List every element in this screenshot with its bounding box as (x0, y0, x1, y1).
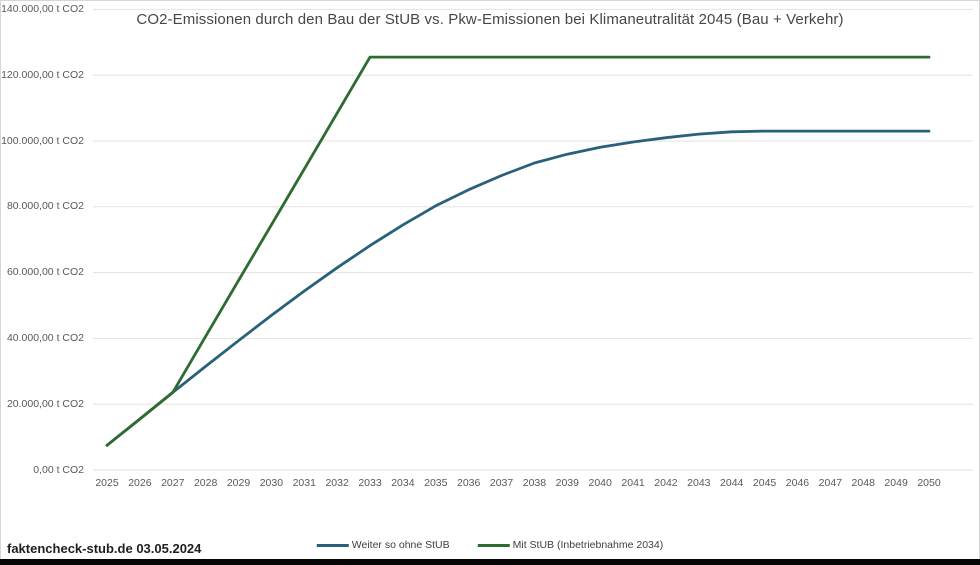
x-axis-tick-label: 2050 (917, 477, 941, 489)
x-axis-tick-label: 2026 (128, 477, 152, 489)
x-axis-tick-label: 2037 (489, 477, 514, 489)
x-axis-tick-label: 2035 (424, 477, 448, 489)
x-axis-tick-label: 2045 (752, 477, 777, 489)
x-axis-tick-label: 2031 (292, 477, 316, 489)
x-axis-tick-label: 2034 (391, 477, 415, 489)
legend-label-ohne-stub: Weiter so ohne StUB (351, 539, 450, 551)
legend-swatch-mit-stub (477, 543, 510, 547)
series-line-ohne-stub (105, 129, 931, 447)
x-axis-tick-label: 2047 (818, 477, 843, 489)
y-axis-tick-label: 0,00 t CO2 (33, 463, 84, 476)
bottom-bar (0, 559, 980, 565)
x-axis-tick-label: 2041 (621, 477, 645, 489)
source-footer: faktencheck-stub.de 03.05.2024 (7, 541, 202, 556)
x-axis-tick-label: 2042 (654, 477, 678, 489)
x-axis-tick-label: 2044 (720, 477, 744, 489)
legend-item-mit-stub: Mit StUB (Inbetriebnahme 2034) (477, 539, 664, 551)
x-axis-tick-label: 2043 (687, 477, 711, 489)
x-axis-tick-label: 2033 (358, 477, 382, 489)
x-axis-tick-label: 2025 (95, 477, 119, 489)
x-axis-tick-label: 2039 (555, 477, 579, 489)
x-axis-tick-label: 2046 (785, 477, 810, 489)
x-axis-tick-label: 2028 (193, 477, 218, 489)
series-line-mit-stub (105, 55, 931, 447)
y-axis-tick-label: 140.000,00 t CO2 (1, 2, 84, 15)
x-axis-tick-label: 2048 (851, 477, 875, 489)
legend: Weiter so ohne StUB Mit StUB (Inbetriebn… (316, 539, 664, 551)
x-axis-tick-label: 2040 (588, 477, 612, 489)
x-axis-tick-label: 2032 (325, 477, 349, 489)
legend-item-ohne-stub: Weiter so ohne StUB (316, 539, 450, 551)
x-axis-tick-label: 2049 (884, 477, 908, 489)
legend-swatch-ohne-stub (316, 543, 349, 547)
x-axis-tick-label: 2030 (259, 477, 284, 489)
chart-title: CO2-Emissionen durch den Bau der StUB vs… (136, 11, 844, 28)
legend-label-mit-stub: Mit StUB (Inbetriebnahme 2034) (512, 539, 664, 551)
y-axis-tick-label: 40.000,00 t CO2 (6, 331, 84, 344)
y-axis-tick-label: 20.000,00 t CO2 (6, 397, 84, 410)
y-axis-tick-label: 60.000,00 t CO2 (6, 266, 84, 279)
x-axis-tick-label: 2029 (226, 477, 251, 489)
y-axis-tick-label: 120.000,00 t CO2 (1, 68, 84, 81)
y-axis-tick-label: 100.000,00 t CO2 (1, 134, 84, 147)
x-axis-tick-label: 2038 (522, 477, 547, 489)
y-axis-tick-label: 80.000,00 t CO2 (6, 200, 84, 213)
x-axis-tick-label: 2036 (456, 477, 481, 489)
x-axis-tick-label: 2027 (161, 477, 185, 489)
